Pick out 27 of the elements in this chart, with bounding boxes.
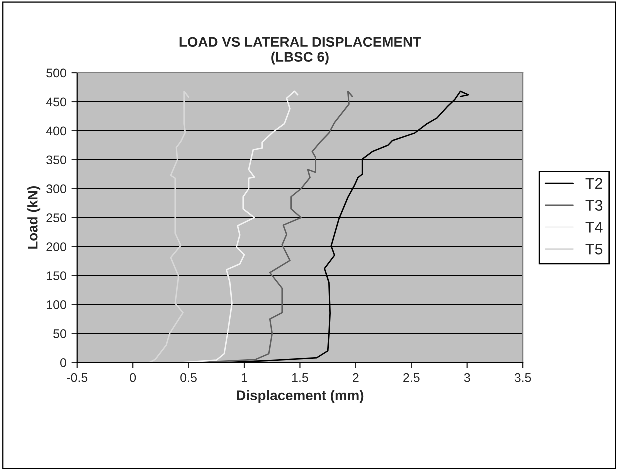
x-tick-label: 1.5: [292, 374, 308, 382]
y-tick-label: 150: [47, 272, 66, 280]
x-axis-title: Displacement (mm): [237, 390, 364, 404]
x-tick-label: 3: [464, 373, 470, 382]
y-tick-label: 450: [46, 98, 66, 107]
y-tick-label: 350: [46, 156, 66, 165]
x-tick-label: 0: [130, 373, 136, 382]
y-tick-label: 250: [46, 214, 66, 222]
legend-label: T3: [586, 200, 603, 211]
y-tick-label: 400: [46, 126, 66, 136]
y-tick-label: 0: [60, 358, 66, 368]
legend-label: T4: [586, 222, 603, 233]
x-tick-label: 0.5: [180, 373, 197, 382]
x-tick-label: 3.5: [514, 373, 532, 382]
x-tick-label: -0.5: [67, 373, 88, 382]
x-tick-label: 2: [353, 373, 359, 382]
y-tick-label: 50: [54, 330, 66, 338]
x-tick-label: 2.5: [404, 373, 420, 382]
y-tick-label: 200: [46, 242, 66, 252]
chart-title: LOAD VS LATERAL DISPLACEMENT (LBSC 6): [180, 37, 422, 65]
y-axis-title: Load (kN): [28, 186, 41, 249]
legend-label: T2: [586, 178, 603, 189]
y-tick-label: 300: [46, 184, 66, 194]
y-tick-label: 500: [46, 68, 66, 78]
x-tick-label: 1: [242, 374, 248, 382]
legend-label: T5: [586, 244, 603, 255]
y-tick-label: 100: [47, 300, 66, 310]
